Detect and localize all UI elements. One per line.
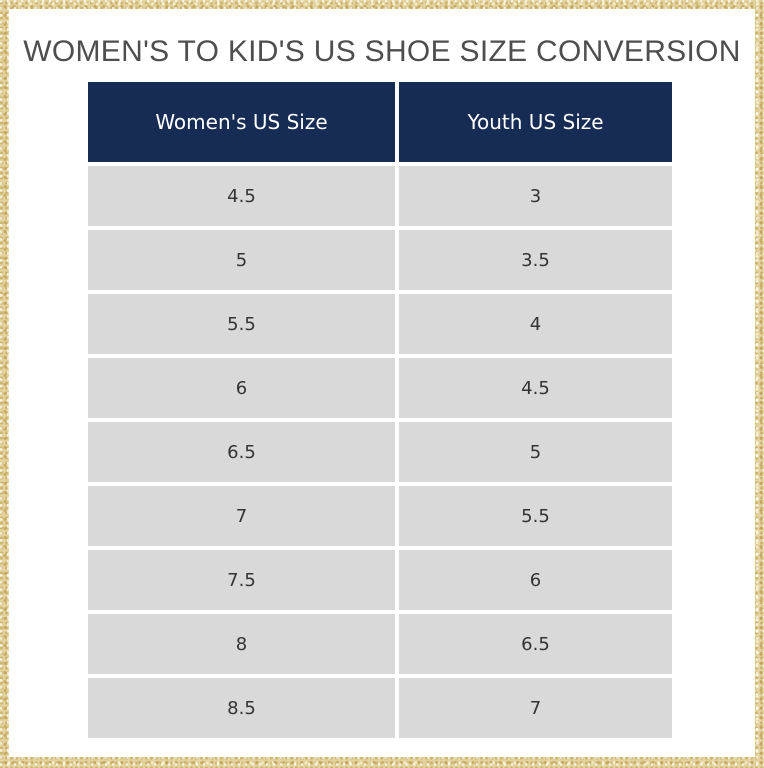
youth-size-cell: 7 [399, 678, 672, 738]
youth-size-cell: 3 [399, 166, 672, 226]
table-header-row: Women's US Size Youth US Size [88, 82, 672, 162]
page-title: WOMEN'S TO KID'S US SHOE SIZE CONVERSION [23, 35, 741, 68]
table-row: 6 4.5 [88, 358, 672, 418]
youth-size-cell: 4 [399, 294, 672, 354]
table-row: 5 3.5 [88, 230, 672, 290]
womens-size-cell: 6 [88, 358, 395, 418]
size-conversion-table: Women's US Size Youth US Size 4.5 3 5 3.… [88, 82, 672, 742]
youth-size-cell: 5.5 [399, 486, 672, 546]
table-row: 5.5 4 [88, 294, 672, 354]
table-row: 4.5 3 [88, 166, 672, 226]
youth-size-cell: 3.5 [399, 230, 672, 290]
womens-size-cell: 5.5 [88, 294, 395, 354]
chart-card: WOMEN'S TO KID'S US SHOE SIZE CONVERSION… [9, 9, 755, 757]
youth-size-cell: 6.5 [399, 614, 672, 674]
table-row: 8 6.5 [88, 614, 672, 674]
youth-size-cell: 6 [399, 550, 672, 610]
column-header-youth: Youth US Size [399, 82, 672, 162]
womens-size-cell: 6.5 [88, 422, 395, 482]
table-row: 7.5 6 [88, 550, 672, 610]
womens-size-cell: 8 [88, 614, 395, 674]
womens-size-cell: 7.5 [88, 550, 395, 610]
womens-size-cell: 7 [88, 486, 395, 546]
youth-size-cell: 5 [399, 422, 672, 482]
table-row: 6.5 5 [88, 422, 672, 482]
womens-size-cell: 5 [88, 230, 395, 290]
column-header-womens: Women's US Size [88, 82, 395, 162]
table-row: 8.5 7 [88, 678, 672, 738]
womens-size-cell: 8.5 [88, 678, 395, 738]
womens-size-cell: 4.5 [88, 166, 395, 226]
table-row: 7 5.5 [88, 486, 672, 546]
youth-size-cell: 4.5 [399, 358, 672, 418]
